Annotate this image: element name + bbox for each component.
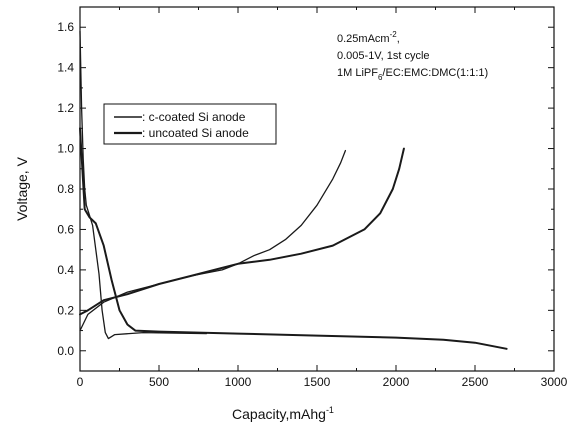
x-axis-title: Capacity,mAhg-1 [232,405,334,422]
x-tick-label: 3000 [541,375,568,389]
x-tick-label: 0 [77,375,84,389]
x-tick-label: 1500 [304,375,331,389]
y-tick-label: 0.6 [57,222,74,236]
annotation-voltage-range: 0.005-1V, 1st cycle [337,50,430,62]
y-axis-title: Voltage, V [14,156,30,220]
series-uncoated-discharge-line [79,127,508,350]
x-tick-label: 1000 [225,375,252,389]
legend-box [103,103,277,145]
y-tick-label: 0.4 [57,263,74,277]
curves [79,30,508,350]
series-c-coated-charge-line [79,149,347,332]
y-tick-label: 1.0 [57,142,74,156]
x-tick-label: 2500 [462,375,489,389]
plot-frame [79,6,555,372]
annotation-electrolyte: 1M LiPF6/EC:EMC:DMC(1:1:1) [337,67,488,82]
y-tick-label: 0.0 [57,344,74,358]
x-tick-label: 2000 [383,375,410,389]
legend-label-c-coated: : c-coated Si anode [142,110,246,124]
x-tick-label: 500 [149,375,169,389]
series-c-coated-discharge-line [79,30,208,340]
series-uncoated-charge-line [79,147,405,316]
y-tick-label: 0.2 [57,303,74,317]
annotation-current-density: 0.25mAcm-2, [337,30,400,45]
axis-ticks: 0 500 1000 1500 2000 2500 3000 0.0 0.2 0.4 0.6 0.8 1… [57,6,568,389]
y-tick-label: 1.4 [57,61,74,75]
y-tick-label: 1.2 [57,101,74,115]
y-tick-label: 0.8 [57,182,74,196]
y-tick-label: 1.6 [57,20,74,34]
legend-label-uncoated: : uncoated Si anode [142,126,249,140]
